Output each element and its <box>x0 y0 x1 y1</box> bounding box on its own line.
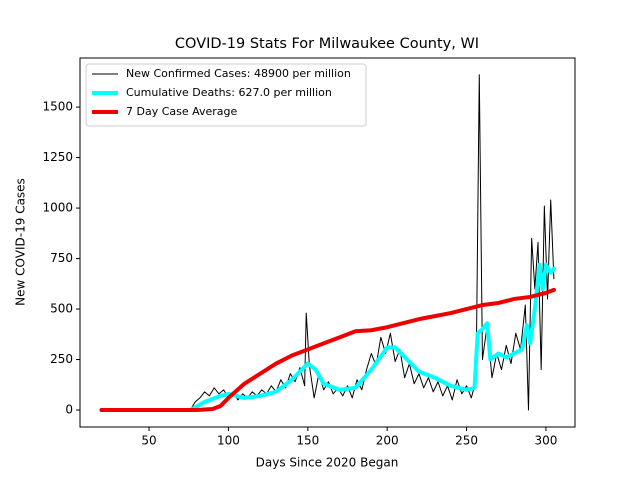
chart-title: COVID-19 Stats For Milwaukee County, WI <box>175 36 479 52</box>
x-tick-label: 100 <box>217 434 240 448</box>
legend: New Confirmed Cases: 48900 per million Cu… <box>85 63 367 127</box>
x-tick-label: 150 <box>296 434 319 448</box>
legend-label: 7 Day Case Average <box>126 105 238 118</box>
legend-box <box>85 63 367 127</box>
y-tick-label: 1500 <box>42 100 73 114</box>
series-line <box>99 287 556 413</box>
x-tick-label: 50 <box>141 434 156 448</box>
x-tick-label: 200 <box>376 434 399 448</box>
plot-area <box>99 74 556 413</box>
y-tick-label: 1250 <box>42 150 73 164</box>
y-tick-label: 500 <box>50 302 73 316</box>
y-tick-label: 1000 <box>42 201 73 215</box>
y-tick-label: 0 <box>65 403 73 417</box>
y-tick-label: 250 <box>50 352 73 366</box>
y-tick-label: 750 <box>50 251 73 265</box>
x-tick-label: 250 <box>455 434 478 448</box>
legend-label: New Confirmed Cases: 48900 per million <box>126 67 351 80</box>
series-line <box>188 262 556 413</box>
x-axis-label: Days Since 2020 Began <box>256 456 399 470</box>
y-axis-label: New COVID-19 Cases <box>14 178 28 306</box>
x-tick-label: 300 <box>534 434 557 448</box>
legend-label: Cumulative Deaths: 627.0 per million <box>126 86 332 99</box>
axes-frame <box>79 57 576 428</box>
